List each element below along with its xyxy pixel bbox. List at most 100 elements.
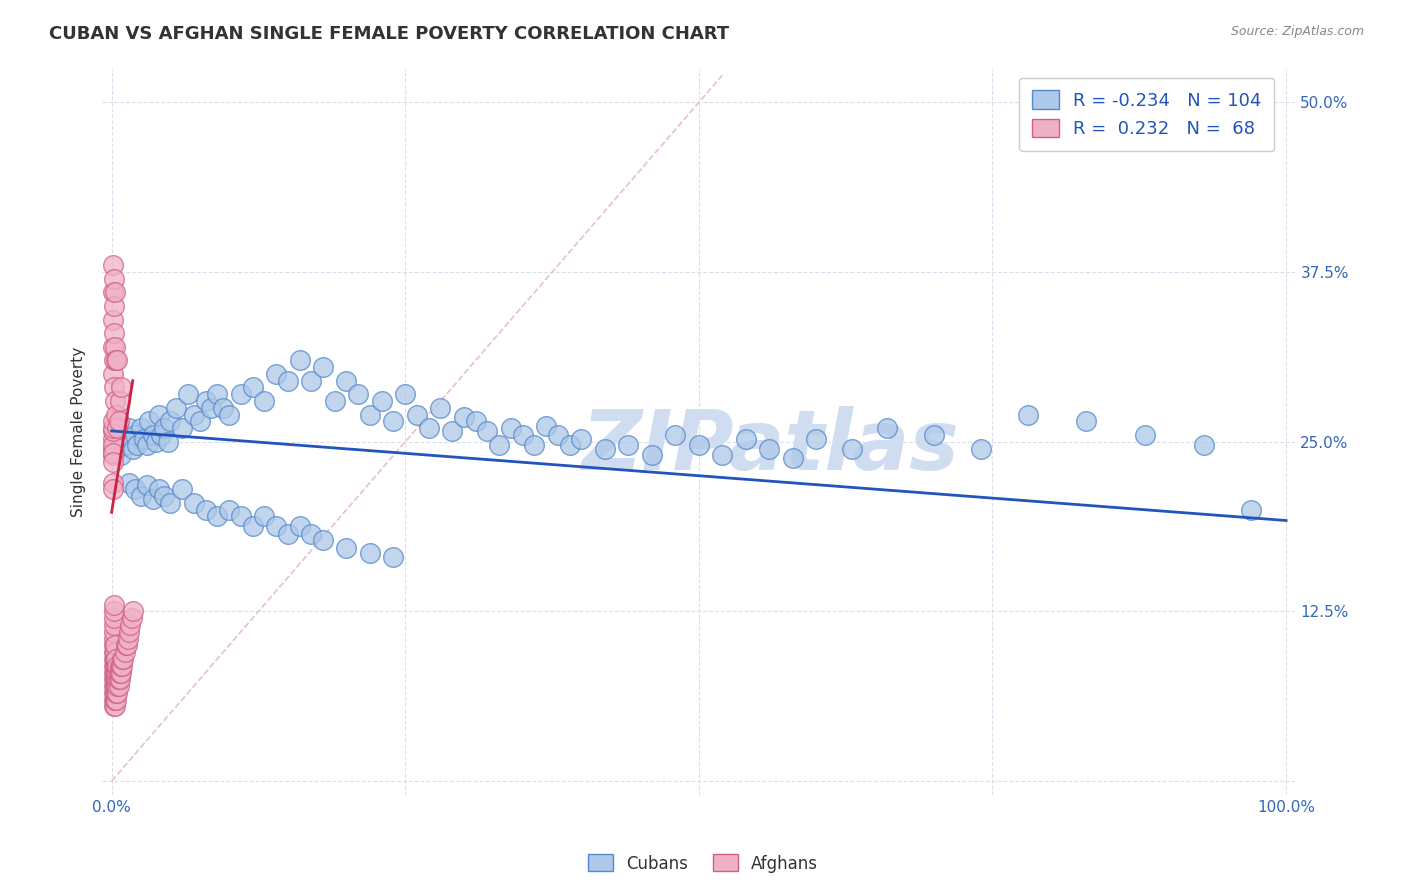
Point	[1240, 502, 1263, 516]
Point	[124, 428, 146, 442]
Point	[104, 686, 127, 700]
Point	[101, 421, 124, 435]
Point	[127, 437, 149, 451]
Point	[118, 475, 141, 490]
Point	[312, 533, 335, 547]
Point	[124, 483, 146, 497]
Point	[103, 611, 125, 625]
Point	[104, 639, 127, 653]
Point	[153, 489, 176, 503]
Point	[103, 679, 125, 693]
Point	[429, 401, 451, 415]
Point	[103, 604, 125, 618]
Point	[335, 541, 357, 555]
Point	[288, 519, 311, 533]
Point	[212, 401, 235, 415]
Point	[114, 639, 136, 653]
Point	[299, 527, 322, 541]
Point	[688, 437, 710, 451]
Point	[108, 665, 131, 680]
Point	[111, 652, 134, 666]
Point	[464, 414, 486, 428]
Point	[101, 258, 124, 272]
Point	[103, 673, 125, 687]
Point	[218, 502, 240, 516]
Y-axis label: Single Female Poverty: Single Female Poverty	[72, 346, 86, 516]
Point	[107, 673, 129, 687]
Point	[101, 424, 124, 438]
Point	[108, 658, 131, 673]
Point	[593, 442, 616, 456]
Point	[441, 424, 464, 438]
Point	[107, 665, 129, 680]
Point	[664, 428, 686, 442]
Point	[382, 414, 405, 428]
Point	[103, 699, 125, 714]
Point	[145, 434, 167, 449]
Point	[105, 652, 128, 666]
Point	[121, 442, 143, 456]
Point	[347, 387, 370, 401]
Point	[117, 632, 139, 646]
Point	[101, 483, 124, 497]
Point	[120, 618, 142, 632]
Point	[103, 353, 125, 368]
Point	[135, 437, 157, 451]
Point	[499, 421, 522, 435]
Point	[103, 692, 125, 706]
Point	[135, 478, 157, 492]
Point	[104, 679, 127, 693]
Point	[253, 394, 276, 409]
Point	[359, 546, 381, 560]
Point	[406, 408, 429, 422]
Point	[103, 598, 125, 612]
Point	[534, 418, 557, 433]
Point	[547, 428, 569, 442]
Point	[107, 353, 129, 368]
Point	[711, 448, 734, 462]
Point	[194, 502, 217, 516]
Point	[104, 699, 127, 714]
Point	[101, 414, 124, 428]
Point	[359, 408, 381, 422]
Point	[170, 421, 193, 435]
Point	[264, 519, 287, 533]
Point	[229, 387, 252, 401]
Point	[105, 353, 128, 368]
Text: CUBAN VS AFGHAN SINGLE FEMALE POVERTY CORRELATION CHART: CUBAN VS AFGHAN SINGLE FEMALE POVERTY CO…	[49, 25, 730, 43]
Point	[571, 432, 593, 446]
Point	[108, 673, 131, 687]
Point	[104, 652, 127, 666]
Point	[382, 550, 405, 565]
Point	[110, 665, 132, 680]
Point	[394, 387, 416, 401]
Point	[114, 437, 136, 451]
Point	[129, 421, 152, 435]
Point	[418, 421, 440, 435]
Point	[114, 645, 136, 659]
Point	[103, 272, 125, 286]
Point	[112, 428, 135, 442]
Point	[371, 394, 394, 409]
Point	[108, 394, 131, 409]
Text: Source: ZipAtlas.com: Source: ZipAtlas.com	[1230, 25, 1364, 38]
Point	[1192, 437, 1215, 451]
Point	[103, 652, 125, 666]
Point	[101, 437, 124, 451]
Point	[194, 394, 217, 409]
Point	[101, 340, 124, 354]
Point	[107, 414, 129, 428]
Point	[1076, 414, 1098, 428]
Point	[922, 428, 945, 442]
Point	[101, 445, 124, 459]
Point	[1133, 428, 1156, 442]
Point	[138, 414, 160, 428]
Point	[129, 489, 152, 503]
Point	[101, 475, 124, 490]
Point	[107, 421, 129, 435]
Point	[159, 414, 181, 428]
Point	[105, 408, 128, 422]
Point	[103, 665, 125, 680]
Point	[617, 437, 640, 451]
Point	[312, 360, 335, 375]
